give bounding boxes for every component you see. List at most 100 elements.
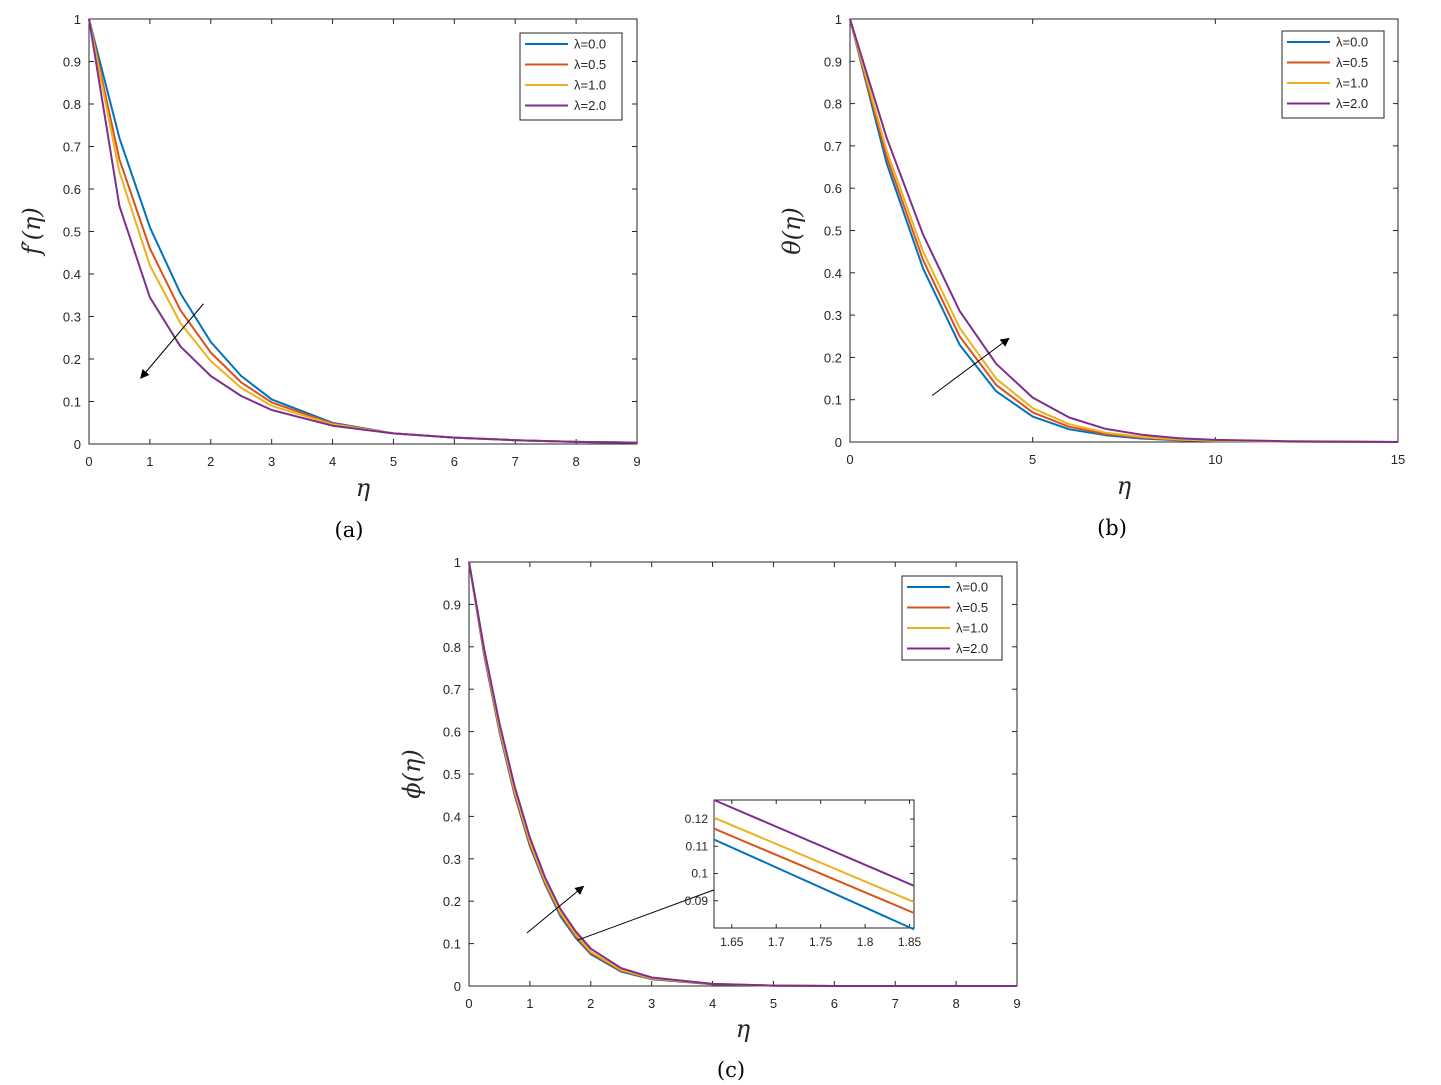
y-tick-label: 0.7: [63, 140, 81, 155]
y-tick-label: 0: [454, 979, 461, 994]
y-tick-label: 0.2: [63, 352, 81, 367]
x-axis-label: η: [356, 474, 371, 502]
y-tick-label: 0.6: [63, 182, 81, 197]
y-tick-label: 0: [74, 437, 81, 452]
y-tick-label: 0.3: [63, 310, 81, 325]
x-tick-label: 1: [526, 996, 533, 1011]
y-tick-label: 0.1: [443, 937, 461, 952]
series-line: [849, 18, 1399, 443]
y-tick-label: 0.8: [824, 97, 842, 112]
y-tick-label: 0.4: [443, 809, 461, 824]
y-tick-label: 0.8: [63, 97, 81, 112]
legend-entry: λ=1.0: [574, 78, 606, 93]
y-tick-label: 0.2: [824, 350, 842, 365]
legend: λ=0.0 λ=0.5 λ=1.0 λ=2.0: [519, 32, 623, 121]
x-tick-label: 2: [207, 454, 214, 469]
inset-x-tick-label: 1.8: [857, 935, 874, 949]
y-tick-label: 0.9: [443, 597, 461, 612]
x-tick-label: 15: [1391, 452, 1405, 467]
legend: λ=0.0 λ=0.5 λ=1.0 λ=2.0: [901, 575, 1003, 661]
legend-entry: λ=0.0: [1336, 35, 1368, 50]
legend-box: [901, 575, 1003, 661]
inset-series-line: [713, 838, 915, 931]
panel-caption: (b): [1097, 516, 1127, 540]
inset-y-tick-label: 0.1: [691, 867, 708, 881]
y-tick-label: 0.7: [824, 139, 842, 154]
legend-entry: λ=0.5: [956, 600, 988, 615]
inset-series-line: [713, 799, 915, 887]
y-tick-label: 0.1: [824, 393, 842, 408]
x-tick-label: 5: [1029, 452, 1036, 467]
series-line: [88, 18, 638, 444]
y-tick-label: 1: [74, 12, 81, 27]
inset-y-tick-label: 0.11: [686, 839, 709, 853]
legend-entry: λ=1.0: [1336, 76, 1368, 91]
legend-box: [519, 32, 623, 121]
panel-caption: (a): [335, 518, 364, 542]
x-tick-label: 6: [451, 454, 458, 469]
x-tick-label: 9: [1013, 996, 1020, 1011]
x-tick-label: 0: [465, 996, 472, 1011]
legend: λ=0.0 λ=0.5 λ=1.0 λ=2.0: [1281, 30, 1385, 119]
panel-a: 0 1 2 3 4 5 6 7 8 9 0 0.1 0.2 0.3 0.4 0.5 0.6 0.7 0.8 0.9 1 η…: [18, 12, 641, 542]
inset-x-tick-label: 1.75: [809, 935, 833, 949]
x-tick-label: 9: [633, 454, 640, 469]
y-axis-label: f′(η): [18, 207, 46, 256]
x-tick-label: 3: [268, 454, 275, 469]
inset-y-tick-label: 0.09: [685, 894, 709, 908]
y-axis-label: θ(η): [778, 207, 806, 255]
x-tick-label: 7: [892, 996, 899, 1011]
inset-x-tick-label: 1.7: [768, 935, 785, 949]
series-line: [468, 561, 1017, 987]
y-tick-label: 0.4: [63, 267, 81, 282]
legend-entry: λ=1.0: [956, 621, 988, 636]
y-tick-label: 0: [835, 435, 842, 450]
y-tick-label: 1: [454, 555, 461, 570]
legend-entry: λ=0.0: [574, 37, 606, 52]
x-tick-label: 5: [770, 996, 777, 1011]
y-tick-label: 0.5: [63, 225, 81, 240]
inset-frame: [713, 799, 915, 929]
y-tick-label: 0.6: [824, 181, 842, 196]
y-tick-label: 0.3: [824, 308, 842, 323]
trend-arrow: [140, 303, 204, 379]
legend-box: [1281, 30, 1385, 119]
inset-series-line: [713, 816, 915, 904]
x-tick-label: 6: [831, 996, 838, 1011]
inset-y-tick-label: 0.12: [685, 812, 709, 826]
legend-entry: λ=0.5: [574, 57, 606, 72]
inset-x-tick-label: 1.65: [720, 935, 744, 949]
trend-arrow: [526, 885, 585, 934]
x-tick-label: 8: [952, 996, 959, 1011]
y-tick-label: 0.3: [443, 852, 461, 867]
y-tick-label: 0.5: [443, 767, 461, 782]
y-tick-label: 1: [835, 12, 842, 27]
legend-entry: λ=0.0: [956, 580, 988, 595]
y-axis-label: ϕ(η): [398, 749, 426, 798]
y-tick-label: 0.4: [824, 266, 842, 281]
trend-arrow: [931, 337, 1010, 396]
x-tick-label: 3: [648, 996, 655, 1011]
y-tick-label: 0.1: [63, 395, 81, 410]
x-tick-label: 2: [587, 996, 594, 1011]
inset-x-tick-label: 1.85: [898, 935, 922, 949]
x-tick-label: 7: [512, 454, 519, 469]
x-tick-label: 8: [572, 454, 579, 469]
x-tick-label: 10: [1208, 452, 1222, 467]
panel-c: 0 1 2 3 4 5 6 7 8 9 0 0.1 0.2 0.3 0.4 0.5 0.6 0.7 0.8 0.9 1 η…: [398, 555, 1021, 1082]
x-axis-label: η: [1117, 472, 1132, 500]
legend-entry: λ=2.0: [1336, 96, 1368, 111]
legend-entry: λ=0.5: [1336, 55, 1368, 70]
x-tick-label: 4: [709, 996, 716, 1011]
x-axis-label: η: [736, 1015, 751, 1043]
legend-entry: λ=2.0: [956, 641, 988, 656]
panel-caption: (c): [717, 1058, 745, 1082]
x-tick-label: 4: [329, 454, 336, 469]
x-tick-label: 1: [146, 454, 153, 469]
y-tick-label: 0.6: [443, 725, 461, 740]
y-tick-label: 0.7: [443, 682, 461, 697]
x-tick-label: 5: [390, 454, 397, 469]
inset-connector: [577, 889, 715, 941]
panel-b: 0 5 10 15 0 0.1 0.2 0.3 0.4 0.5 0.6 0.7 0.8 0.9 1 η θ(η)…: [778, 12, 1405, 540]
